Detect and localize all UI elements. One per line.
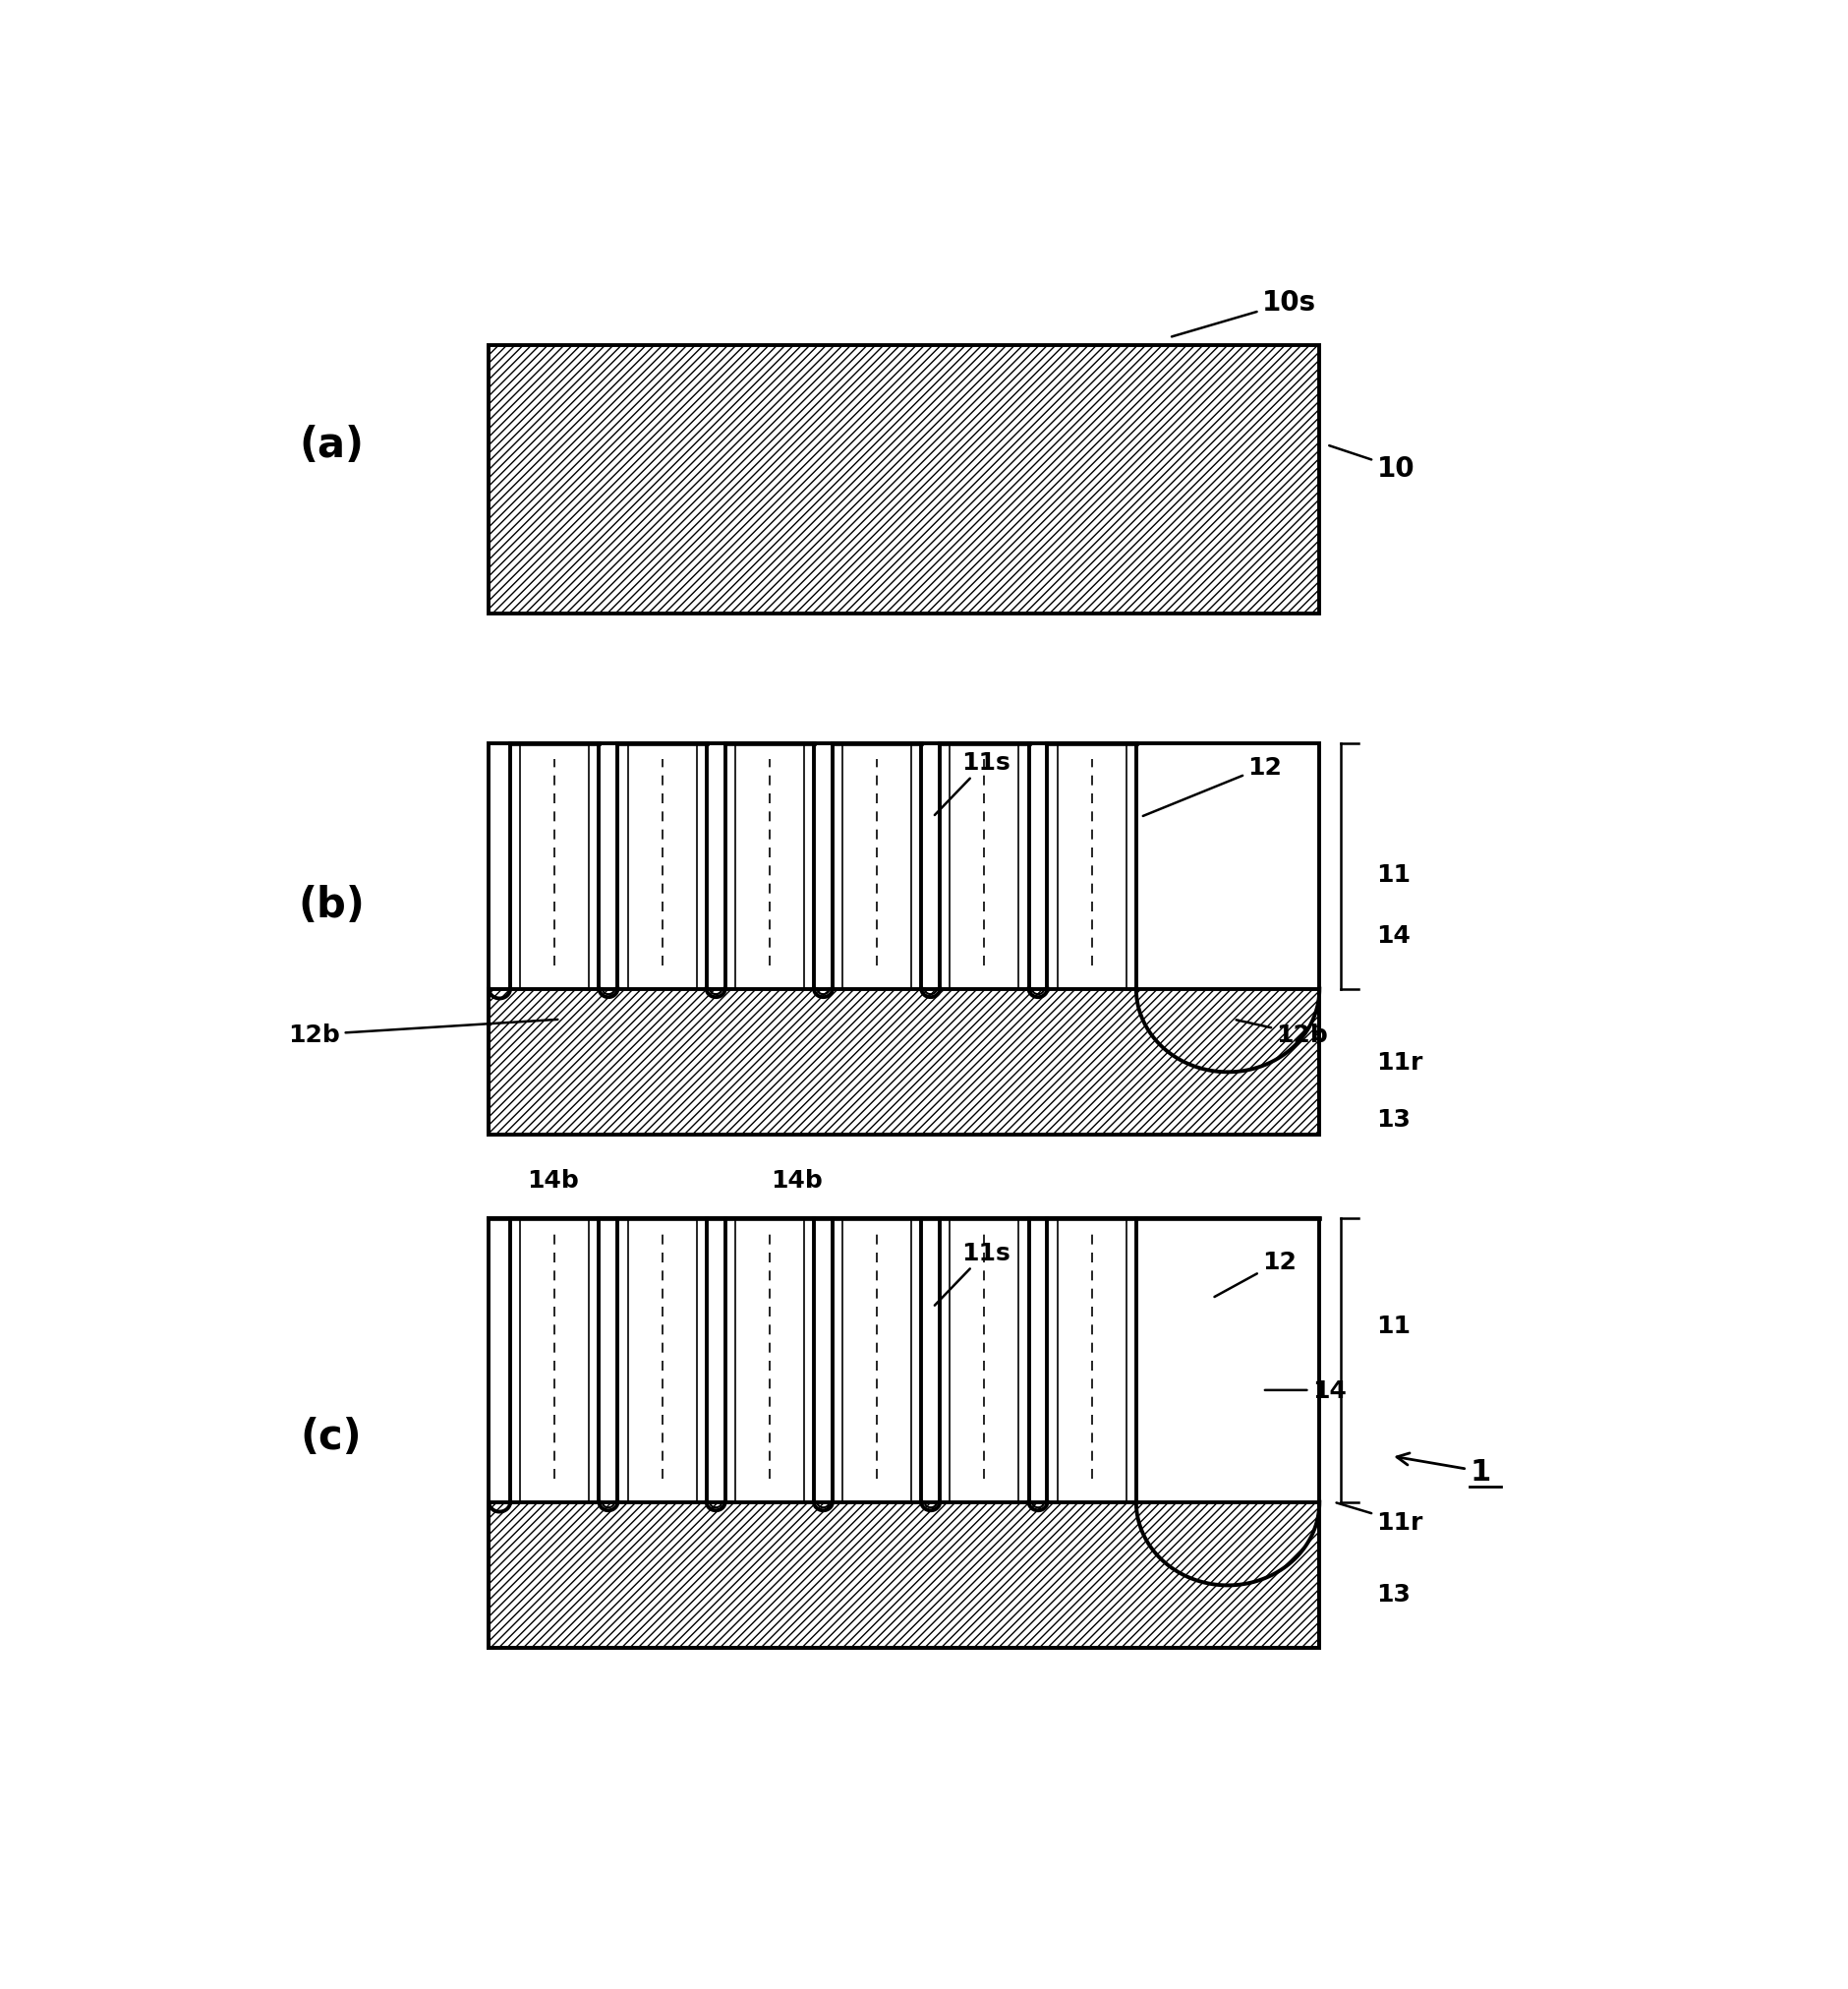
Text: 11s: 11s	[935, 1241, 1011, 1305]
Text: 11: 11	[1377, 863, 1412, 885]
Text: 14b: 14b	[771, 1170, 822, 1191]
Bar	[488, 744, 1319, 1134]
Text: 12: 12	[1142, 756, 1283, 817]
Text: (c): (c)	[301, 1416, 362, 1458]
Text: 11: 11	[1377, 1315, 1412, 1339]
Text: 11r: 11r	[1336, 1504, 1423, 1534]
Text: 13: 13	[1377, 1583, 1412, 1605]
Text: 12b: 12b	[1236, 1020, 1329, 1046]
Text: 11s: 11s	[935, 750, 1011, 815]
Bar	[488, 346, 1319, 615]
Text: (b): (b)	[298, 885, 364, 925]
Text: 10s: 10s	[1172, 288, 1316, 338]
Bar	[488, 744, 1319, 989]
Bar	[488, 1219, 1319, 1502]
Text: 11r: 11r	[1377, 1050, 1423, 1074]
Text: 12: 12	[1214, 1249, 1297, 1297]
Bar	[488, 989, 1319, 1134]
Bar	[488, 1219, 1319, 1647]
Text: 12b: 12b	[288, 1020, 558, 1046]
Text: (a): (a)	[299, 426, 364, 465]
Text: 14: 14	[1264, 1378, 1347, 1402]
Bar	[488, 1502, 1319, 1647]
Text: 10: 10	[1329, 446, 1416, 481]
Text: 14b: 14b	[527, 1170, 578, 1191]
Text: 13: 13	[1377, 1108, 1412, 1132]
Text: 1: 1	[1397, 1454, 1491, 1486]
Text: 14: 14	[1377, 923, 1412, 947]
